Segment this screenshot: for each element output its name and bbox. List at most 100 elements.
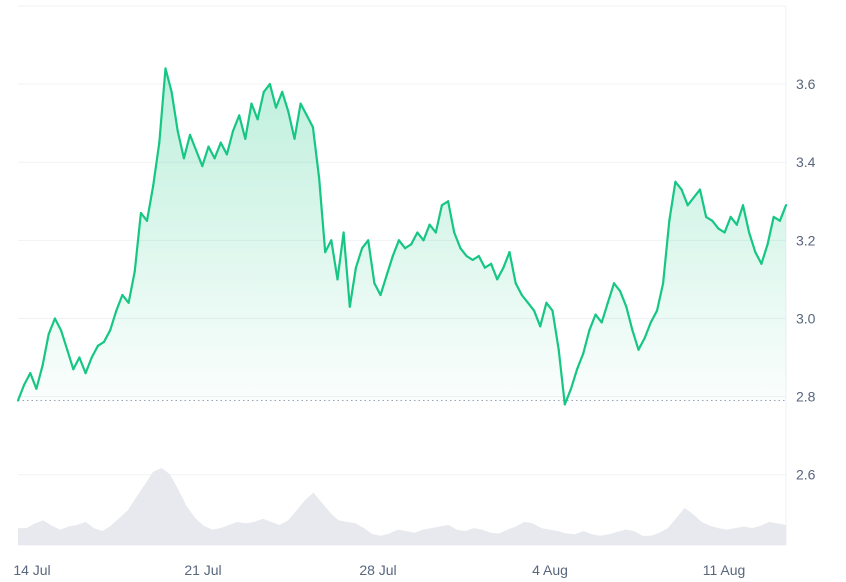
line-segment [754, 251, 763, 265]
line-segment [133, 211, 142, 273]
line-segment [735, 204, 745, 226]
y-tick-label: 3.0 [796, 310, 816, 326]
line-segment [348, 266, 357, 308]
line-segment [404, 243, 413, 250]
line-segment [152, 141, 161, 187]
line-segment [311, 125, 321, 179]
line-segment [760, 243, 769, 265]
line-segment [643, 321, 652, 340]
line-segment [612, 282, 622, 293]
x-tick-label: 4 Aug [532, 562, 568, 578]
line-segment [361, 239, 370, 250]
line-segment [164, 67, 173, 94]
line-segment [575, 352, 585, 371]
area-fill [18, 68, 786, 401]
line-segment [434, 204, 443, 234]
line-segment [330, 239, 339, 281]
line-segment [692, 188, 702, 199]
line-segment [637, 336, 646, 351]
line-segment [514, 282, 523, 297]
x-tick-label: 28 Jul [359, 562, 396, 578]
line-segment [594, 313, 603, 324]
line-segment [72, 356, 81, 371]
line-segment [551, 309, 560, 351]
line-segment [127, 270, 136, 304]
line-segment [379, 274, 388, 297]
line-segment [747, 231, 757, 254]
line-segment [195, 149, 204, 168]
line-segment [281, 90, 290, 113]
line-segment [41, 333, 50, 367]
line-segment [145, 184, 155, 222]
line-segment [170, 90, 179, 133]
line-segment [182, 133, 192, 160]
line-segment [410, 231, 419, 246]
line-segment [502, 251, 511, 269]
line-segment [324, 239, 333, 254]
line-segment [766, 215, 775, 246]
y-axis-ticks: 2.6 2.8 3.0 3.2 3.4 3.6 [796, 76, 816, 483]
line-segment [471, 254, 480, 261]
line-segment [600, 301, 609, 324]
line-segment [29, 372, 38, 390]
price-area [18, 68, 786, 401]
line-segment [213, 141, 222, 160]
x-tick-label: 21 Jul [184, 562, 221, 578]
line-segment [78, 356, 87, 375]
line-segment [262, 82, 271, 94]
line-segment [711, 219, 720, 230]
line-segment [35, 364, 44, 390]
line-segment [219, 141, 228, 156]
y-tick-label: 3.6 [796, 76, 816, 92]
line-segment [385, 254, 394, 277]
line-segment [23, 372, 32, 386]
line-segment [238, 114, 247, 140]
line-segment [477, 254, 486, 269]
line-segment [287, 110, 296, 140]
line-segment [520, 293, 530, 304]
line-segment [483, 262, 493, 269]
line-segment [225, 129, 235, 156]
line-segment [342, 231, 351, 308]
line-segment [655, 282, 665, 312]
line-segment [102, 329, 112, 343]
line-segment [59, 329, 69, 351]
line-segment [256, 90, 265, 121]
line-segment [90, 344, 100, 359]
line-segment [686, 196, 695, 207]
line-segment [704, 215, 714, 222]
line-segment [674, 180, 683, 191]
line-segment [490, 262, 499, 281]
line-segment [661, 219, 671, 285]
line-segment [508, 251, 517, 285]
line-segment [96, 340, 106, 347]
x-tick-label: 14 Jul [13, 562, 50, 578]
line-segment [176, 129, 185, 160]
line-segment [391, 239, 400, 258]
line-segment [158, 67, 167, 144]
line-segment [440, 200, 450, 207]
line-segment [201, 145, 210, 168]
line-segment [231, 114, 241, 133]
line-segment [741, 204, 751, 234]
line-segment [459, 247, 468, 258]
line-segment [244, 102, 253, 140]
x-tick-label: 11 Aug [703, 562, 746, 578]
line-segment [336, 231, 345, 281]
line-segment [539, 301, 548, 328]
line-segment [354, 247, 364, 269]
y-tick-label: 2.6 [796, 467, 816, 483]
line-segment [188, 133, 198, 152]
line-segment [717, 227, 726, 234]
line-segment [668, 180, 677, 222]
line-segment [625, 305, 634, 332]
line-segment [373, 282, 382, 297]
line-segment [416, 231, 425, 242]
line-segment [563, 387, 573, 406]
line-segment [47, 317, 57, 336]
line-segment [618, 290, 628, 308]
line-segment [465, 254, 474, 261]
line-segment [109, 309, 118, 332]
line-segment [422, 223, 431, 242]
